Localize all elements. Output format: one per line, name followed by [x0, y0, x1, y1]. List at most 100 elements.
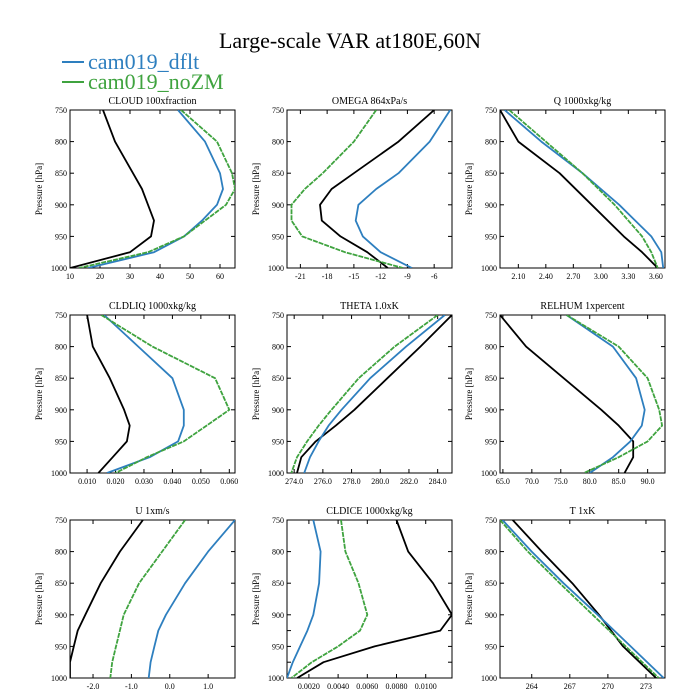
- ytick-label-1: 950: [272, 232, 284, 241]
- xtick-label-1: -12: [375, 272, 386, 281]
- ylabel-8: Pressure [hPa]: [464, 573, 474, 625]
- ytick-label-8: 950: [485, 642, 497, 651]
- ytick-label-6: 950: [55, 642, 67, 651]
- ytick-label-8: 800: [485, 548, 497, 557]
- series-line-noZM-6: [109, 520, 186, 678]
- series-line-dflt-2: [504, 110, 665, 268]
- panel-title-2: Q 1000xkg/kg: [554, 96, 612, 107]
- legend-label-noZM: cam019_noZM: [88, 69, 224, 94]
- ytick-label-7: 1000: [268, 674, 284, 683]
- ytick-label-2: 1000: [481, 264, 497, 273]
- ylabel-3: Pressure [hPa]: [34, 368, 44, 420]
- xtick-label-2: 3.00: [594, 272, 608, 281]
- xtick-label-0: 30: [126, 272, 134, 281]
- series-line-noZM-2: [508, 110, 659, 268]
- ylabel-6: Pressure [hPa]: [34, 573, 44, 625]
- xtick-label-7: 0.0060: [356, 682, 378, 691]
- xtick-label-8: 264: [526, 682, 538, 691]
- panel-title-0: CLOUD 100xfraction: [108, 96, 196, 107]
- ytick-label-8: 900: [485, 611, 497, 620]
- ytick-label-3: 750: [55, 311, 67, 320]
- ytick-label-3: 950: [55, 437, 67, 446]
- series-line-dflt-0: [87, 110, 224, 268]
- series-line-noZM-8: [500, 520, 660, 678]
- panel-title-1: OMEGA 864xPa/s: [332, 96, 407, 107]
- legend-swatch-noZM: [62, 81, 84, 83]
- xtick-label-7: 0.0040: [327, 682, 349, 691]
- xtick-label-4: 282.0: [400, 477, 418, 486]
- ytick-label-0: 850: [55, 169, 67, 178]
- ytick-label-5: 850: [485, 374, 497, 383]
- ylabel-2: Pressure [hPa]: [464, 163, 474, 215]
- ylabel-7: Pressure [hPa]: [251, 573, 261, 625]
- ytick-label-2: 850: [485, 169, 497, 178]
- series-line-ref-1: [319, 110, 435, 268]
- ytick-label-0: 800: [55, 138, 67, 147]
- series-line-ref-7: [296, 520, 452, 678]
- legend-swatch-dflt: [62, 61, 84, 63]
- plot-frame-2: [499, 109, 666, 269]
- xtick-label-3: 0.020: [107, 477, 125, 486]
- xtick-label-2: 2.70: [566, 272, 580, 281]
- ytick-label-7: 950: [272, 642, 284, 651]
- series-line-ref-2: [500, 110, 659, 268]
- series-line-dflt-4: [303, 315, 446, 473]
- ytick-label-7: 800: [272, 548, 284, 557]
- ytick-label-5: 1000: [481, 469, 497, 478]
- ytick-label-6: 1000: [51, 674, 67, 683]
- xtick-label-5: 85.0: [612, 477, 626, 486]
- plot-frame-8: [499, 519, 666, 679]
- panel-title-4: THETA 1.0xK: [340, 301, 399, 312]
- panel-title-5: RELHUM 1xpercent: [540, 301, 624, 312]
- series-line-dflt-7: [287, 520, 322, 678]
- ytick-label-6: 850: [55, 579, 67, 588]
- series-line-dflt-5: [566, 315, 646, 473]
- ytick-label-0: 950: [55, 232, 67, 241]
- ytick-label-2: 900: [485, 201, 497, 210]
- xtick-label-4: 280.0: [371, 477, 389, 486]
- ylabel-0: Pressure [hPa]: [34, 163, 44, 215]
- ytick-label-1: 750: [272, 106, 284, 115]
- ytick-label-7: 750: [272, 516, 284, 525]
- xtick-label-7: 0.0020: [298, 682, 320, 691]
- xtick-label-8: 270: [602, 682, 614, 691]
- ytick-label-4: 950: [272, 437, 284, 446]
- series-line-noZM-1: [290, 110, 404, 268]
- xtick-label-7: 0.0100: [415, 682, 437, 691]
- ytick-label-8: 850: [485, 579, 497, 588]
- plot-frame-3: [69, 314, 236, 474]
- ytick-label-4: 800: [272, 343, 284, 352]
- panel-title-6: U 1xm/s: [135, 506, 169, 517]
- ylabel-1: Pressure [hPa]: [251, 163, 261, 215]
- ytick-label-6: 900: [55, 611, 67, 620]
- ytick-label-5: 950: [485, 437, 497, 446]
- ytick-label-8: 1000: [481, 674, 497, 683]
- xtick-label-2: 3.30: [621, 272, 635, 281]
- ytick-label-1: 1000: [268, 264, 284, 273]
- series-line-dflt-6: [147, 520, 235, 678]
- plot-frame-4: [286, 314, 453, 474]
- series-line-ref-0: [70, 110, 155, 268]
- ytick-label-6: 800: [55, 548, 67, 557]
- ytick-label-1: 850: [272, 169, 284, 178]
- ytick-label-3: 1000: [51, 469, 67, 478]
- series-line-ref-6: [70, 520, 144, 678]
- series-line-dflt-8: [501, 520, 665, 678]
- ytick-label-3: 900: [55, 406, 67, 415]
- xtick-label-5: 90.0: [641, 477, 655, 486]
- plot-frame-7: [286, 519, 453, 679]
- xtick-label-6: 0.0: [165, 682, 175, 691]
- series-line-ref-4: [296, 315, 452, 473]
- xtick-label-0: 50: [186, 272, 194, 281]
- xtick-label-2: 2.10: [511, 272, 525, 281]
- panel-title-3: CLDLIQ 1000xkg/kg: [109, 301, 196, 312]
- legend-label-dflt: cam019_dflt: [88, 49, 200, 74]
- xtick-label-8: 273: [640, 682, 652, 691]
- xtick-label-6: -1.0: [125, 682, 138, 691]
- series-line-noZM-5: [566, 315, 663, 473]
- legend: cam019_dflt cam019_noZM: [62, 49, 224, 94]
- xtick-label-5: 75.0: [554, 477, 568, 486]
- ytick-label-4: 900: [272, 406, 284, 415]
- ytick-label-4: 850: [272, 374, 284, 383]
